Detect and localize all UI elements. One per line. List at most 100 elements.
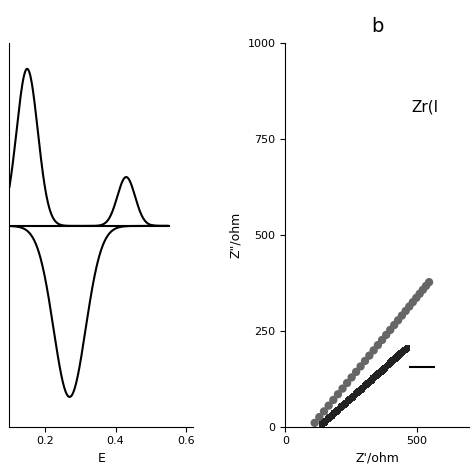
Point	[382, 364, 389, 372]
Point	[356, 387, 363, 395]
Point	[361, 357, 369, 365]
Point	[363, 380, 371, 388]
Point	[321, 418, 328, 426]
Point	[357, 386, 365, 393]
Point	[375, 369, 383, 377]
Point	[343, 379, 351, 387]
Point	[329, 411, 337, 419]
Point	[401, 347, 408, 355]
Point	[394, 353, 401, 360]
Point	[392, 355, 400, 362]
Point	[330, 410, 338, 417]
Point	[324, 416, 331, 423]
Point	[344, 398, 351, 405]
Point	[379, 366, 387, 374]
Point	[362, 382, 370, 389]
Point	[390, 356, 397, 364]
Point	[322, 417, 330, 424]
Point	[404, 344, 411, 352]
Y-axis label: Z"/ohm: Z"/ohm	[229, 211, 242, 258]
Point	[385, 361, 392, 368]
Point	[359, 383, 367, 391]
Point	[343, 399, 350, 406]
Point	[378, 367, 385, 374]
Point	[365, 352, 373, 359]
Point	[378, 336, 386, 344]
Point	[398, 312, 406, 319]
Point	[386, 326, 394, 334]
Point	[337, 403, 345, 411]
Point	[346, 395, 354, 403]
Point	[361, 383, 368, 390]
Point	[352, 391, 359, 398]
Point	[357, 363, 365, 370]
Point	[341, 400, 349, 408]
Point	[422, 282, 430, 290]
Point	[333, 407, 341, 415]
Point	[329, 396, 337, 404]
Point	[319, 420, 326, 428]
Point	[416, 290, 423, 298]
Point	[402, 307, 410, 315]
Point	[370, 346, 377, 354]
Point	[327, 413, 334, 421]
Point	[396, 351, 404, 358]
Point	[358, 385, 366, 392]
Point	[401, 346, 409, 354]
Point	[383, 363, 390, 370]
Point	[377, 368, 384, 376]
Point	[393, 354, 401, 361]
Point	[335, 406, 342, 413]
Point	[419, 286, 427, 293]
Point	[328, 412, 336, 419]
Point	[394, 317, 402, 324]
Point	[405, 303, 413, 310]
Point	[386, 360, 394, 367]
Point	[350, 392, 358, 399]
Point	[348, 394, 356, 401]
Title: b: b	[371, 17, 383, 36]
X-axis label: Z'/ohm: Z'/ohm	[356, 452, 399, 465]
Point	[389, 357, 396, 365]
Point	[391, 321, 398, 329]
Point	[334, 391, 342, 398]
Point	[425, 278, 433, 286]
Point	[366, 378, 374, 385]
Point	[348, 374, 356, 381]
Point	[373, 371, 381, 379]
Point	[354, 388, 362, 396]
Point	[311, 419, 319, 427]
Point	[400, 348, 407, 356]
Point	[367, 377, 374, 384]
Point	[372, 373, 380, 380]
Point	[338, 402, 346, 410]
X-axis label: E: E	[98, 452, 105, 465]
Point	[391, 356, 398, 363]
Text: Zr(I: Zr(I	[411, 100, 438, 115]
Point	[383, 331, 390, 339]
Point	[339, 385, 346, 392]
Point	[374, 370, 382, 378]
Point	[320, 408, 328, 415]
Point	[371, 374, 378, 381]
Point	[316, 413, 323, 421]
Point	[336, 405, 344, 412]
Point	[345, 396, 353, 404]
Point	[399, 349, 406, 356]
Point	[384, 362, 392, 369]
Point	[368, 376, 376, 383]
Point	[352, 368, 360, 376]
Point	[374, 341, 382, 349]
Point	[349, 393, 356, 401]
Point	[325, 402, 332, 410]
Point	[320, 419, 328, 427]
Point	[397, 350, 405, 357]
Point	[332, 408, 339, 416]
Point	[353, 390, 361, 397]
Point	[387, 359, 395, 366]
Point	[403, 345, 410, 353]
Point	[325, 414, 333, 422]
Point	[369, 374, 377, 382]
Point	[409, 298, 417, 306]
Point	[340, 401, 347, 409]
